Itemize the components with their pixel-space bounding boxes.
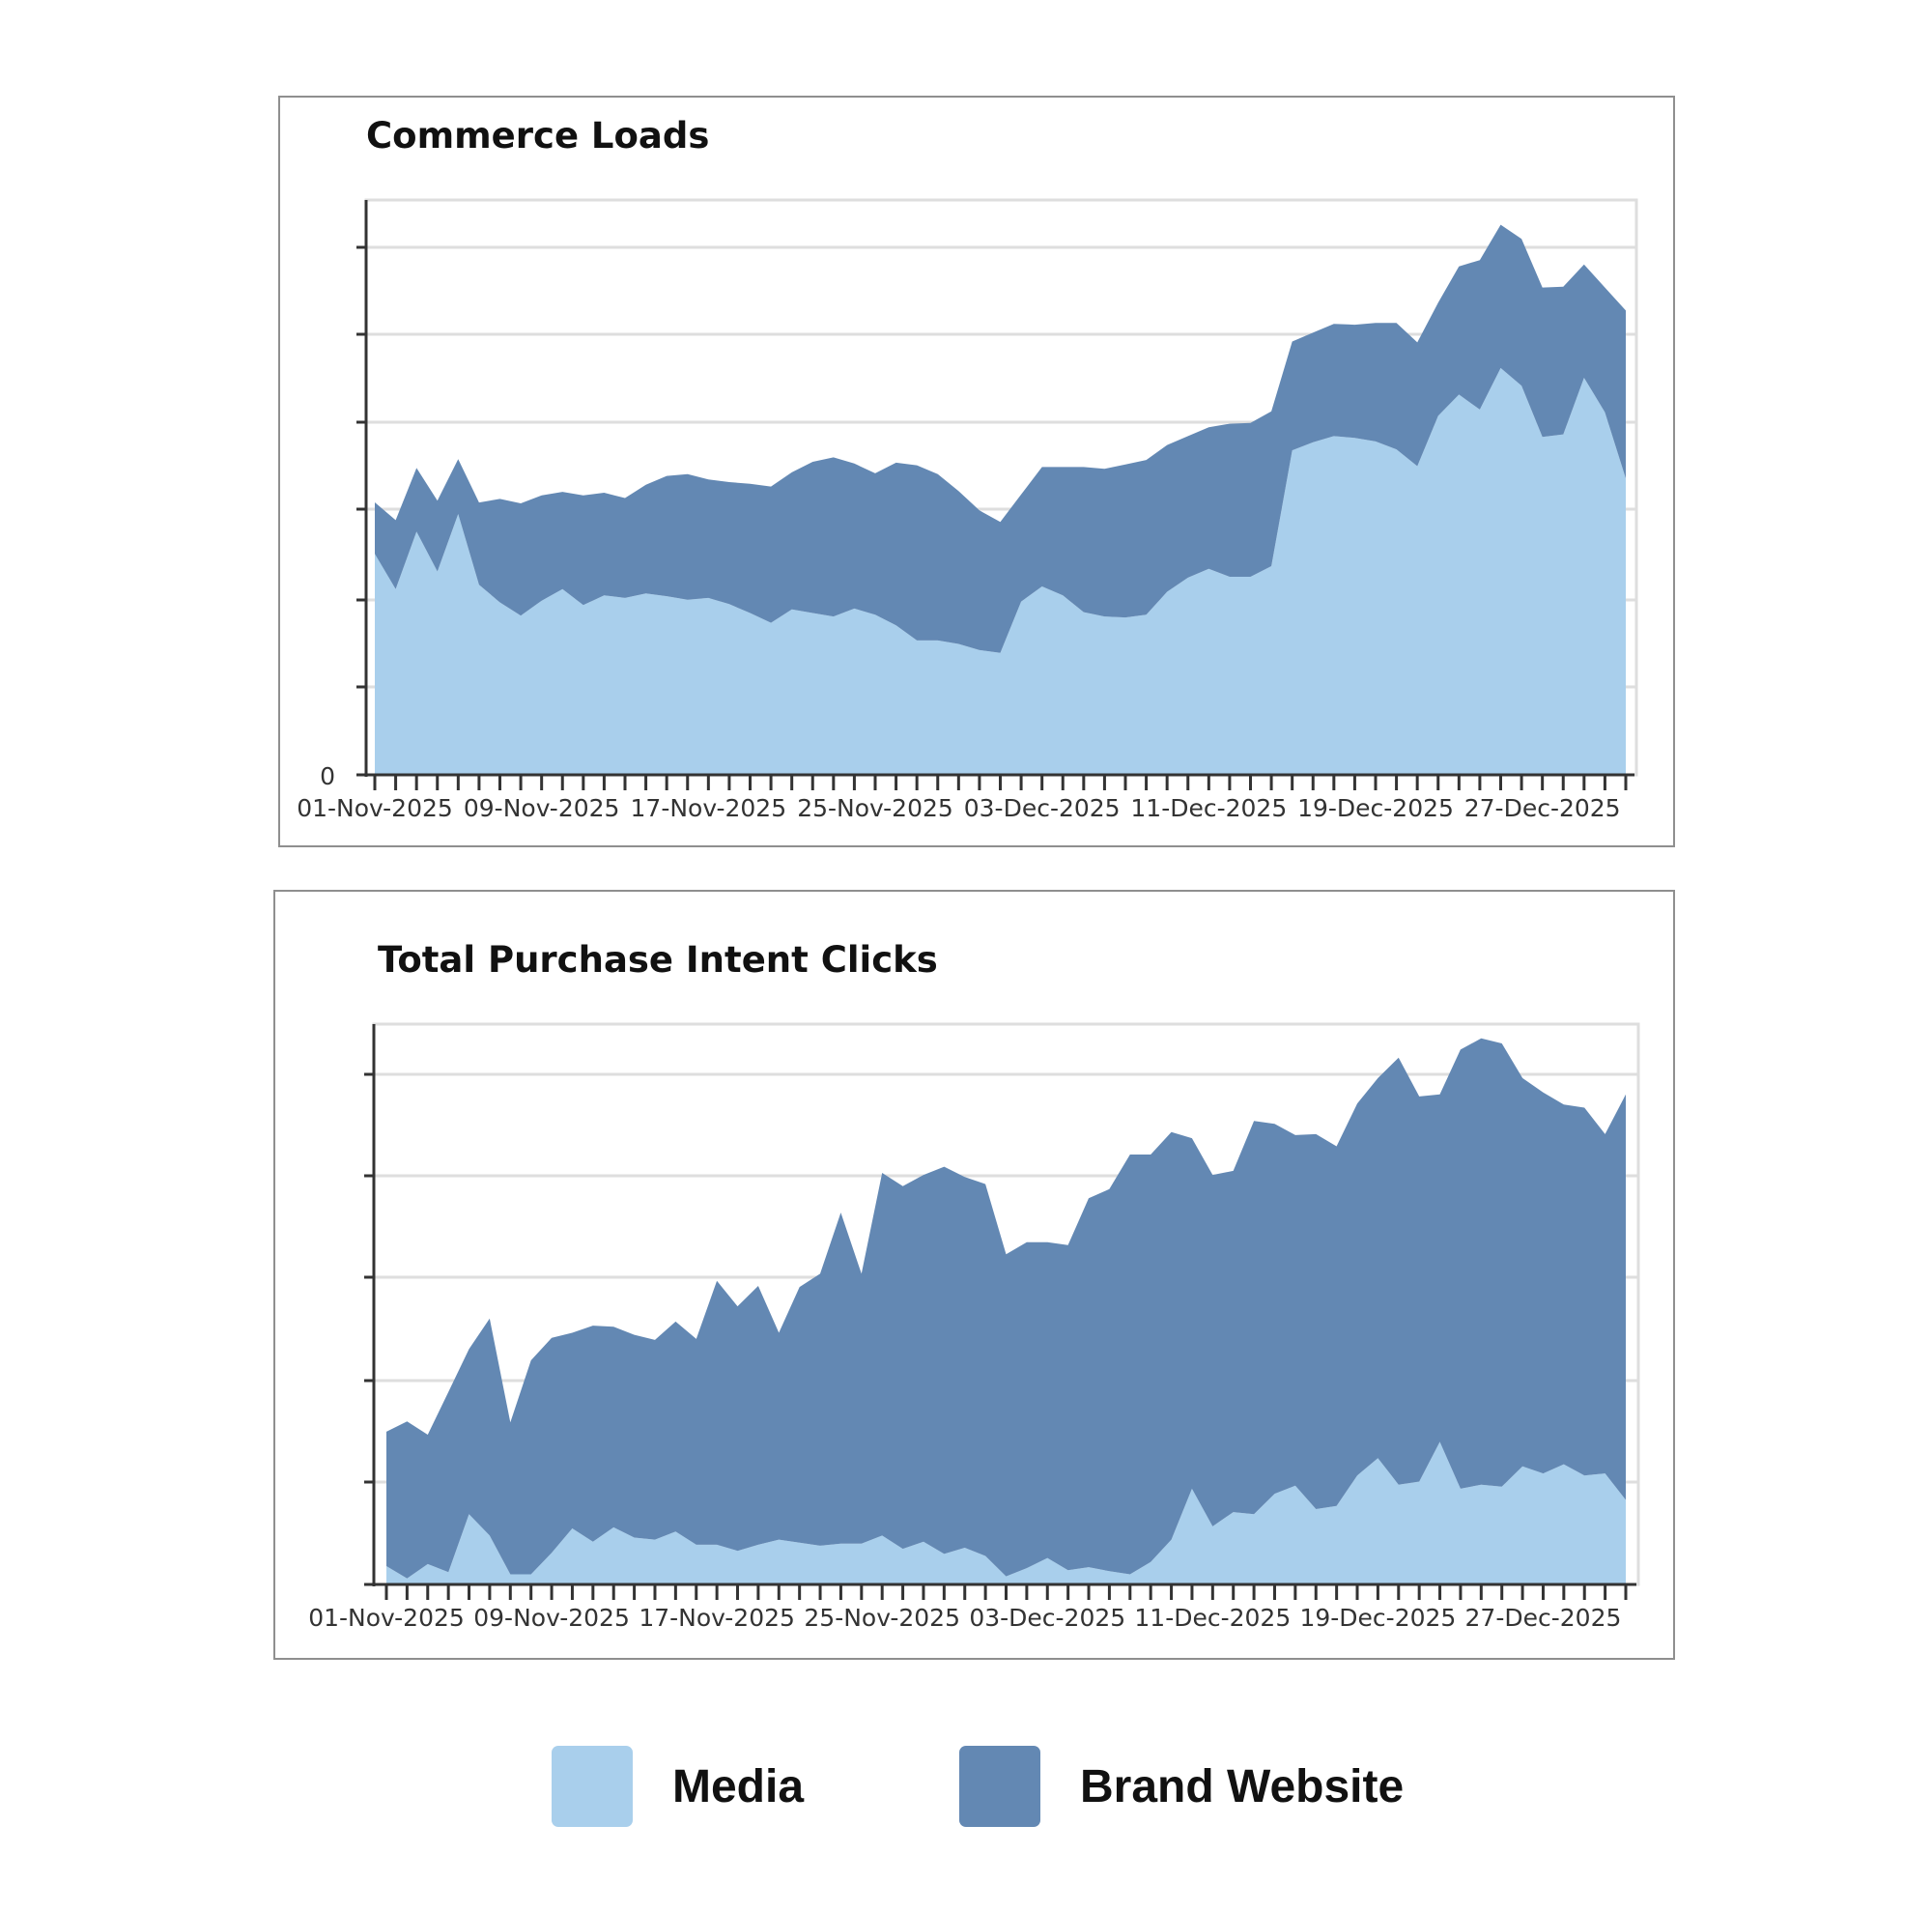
legend-label-media: Media [672,1760,805,1812]
x-tick-label: 17-Nov-2025 [631,794,787,822]
commerce-loads-svg: 01-Nov-2025 09-Nov-2025 17-Nov-2025 25-Nov-… [297,115,1638,822]
x-tick-label: 19-Dec-2025 [1297,794,1454,822]
legend-label-brand-website: Brand Website [1080,1760,1405,1812]
x-tick-label: 19-Dec-2025 [1299,1604,1456,1632]
x-tick-label: 17-Nov-2025 [639,1604,795,1632]
area-brand-website [375,224,1626,653]
x-tick-label: 03-Dec-2025 [964,794,1121,822]
x-tick-label: 27-Dec-2025 [1464,794,1621,822]
x-tick-label: 11-Dec-2025 [1134,1604,1291,1632]
legend-item-brand-website: Brand Website [959,1745,1404,1828]
chart-title: Total Purchase Intent Clicks [378,939,938,981]
commerce-loads-chart: 01-Nov-2025 09-Nov-2025 17-Nov-2025 25-Nov-… [278,96,1675,847]
x-tick-label: 01-Nov-2025 [308,1604,465,1632]
x-tick-label: 25-Nov-2025 [797,794,953,822]
area-brand-website [386,1038,1626,1579]
area-media [386,1441,1626,1584]
total-purchase-intent-clicks-svg: 01-Nov-2025 09-Nov-2025 17-Nov-2025 25-Nov-… [308,939,1640,1632]
x-tick-label: 09-Nov-2025 [473,1604,630,1632]
legend-swatch-media [552,1746,633,1827]
legend-item-media: Media [552,1745,804,1828]
x-tick-label: 27-Dec-2025 [1465,1604,1622,1632]
total-purchase-intent-clicks-chart: 01-Nov-2025 09-Nov-2025 17-Nov-2025 25-Nov-… [273,890,1675,1660]
chart-title: Commerce Loads [366,115,709,157]
legend: Media Brand Website [0,1745,1932,1828]
x-tick-label: 25-Nov-2025 [804,1604,960,1632]
x-tick-label: 09-Nov-2025 [464,794,620,822]
area-media [375,367,1626,775]
x-tick-label: 01-Nov-2025 [297,794,453,822]
y-tick-label: 0 [320,762,335,790]
x-tick-label: 03-Dec-2025 [969,1604,1125,1632]
x-tick-label: 11-Dec-2025 [1130,794,1287,822]
legend-swatch-brand-website [959,1746,1040,1827]
